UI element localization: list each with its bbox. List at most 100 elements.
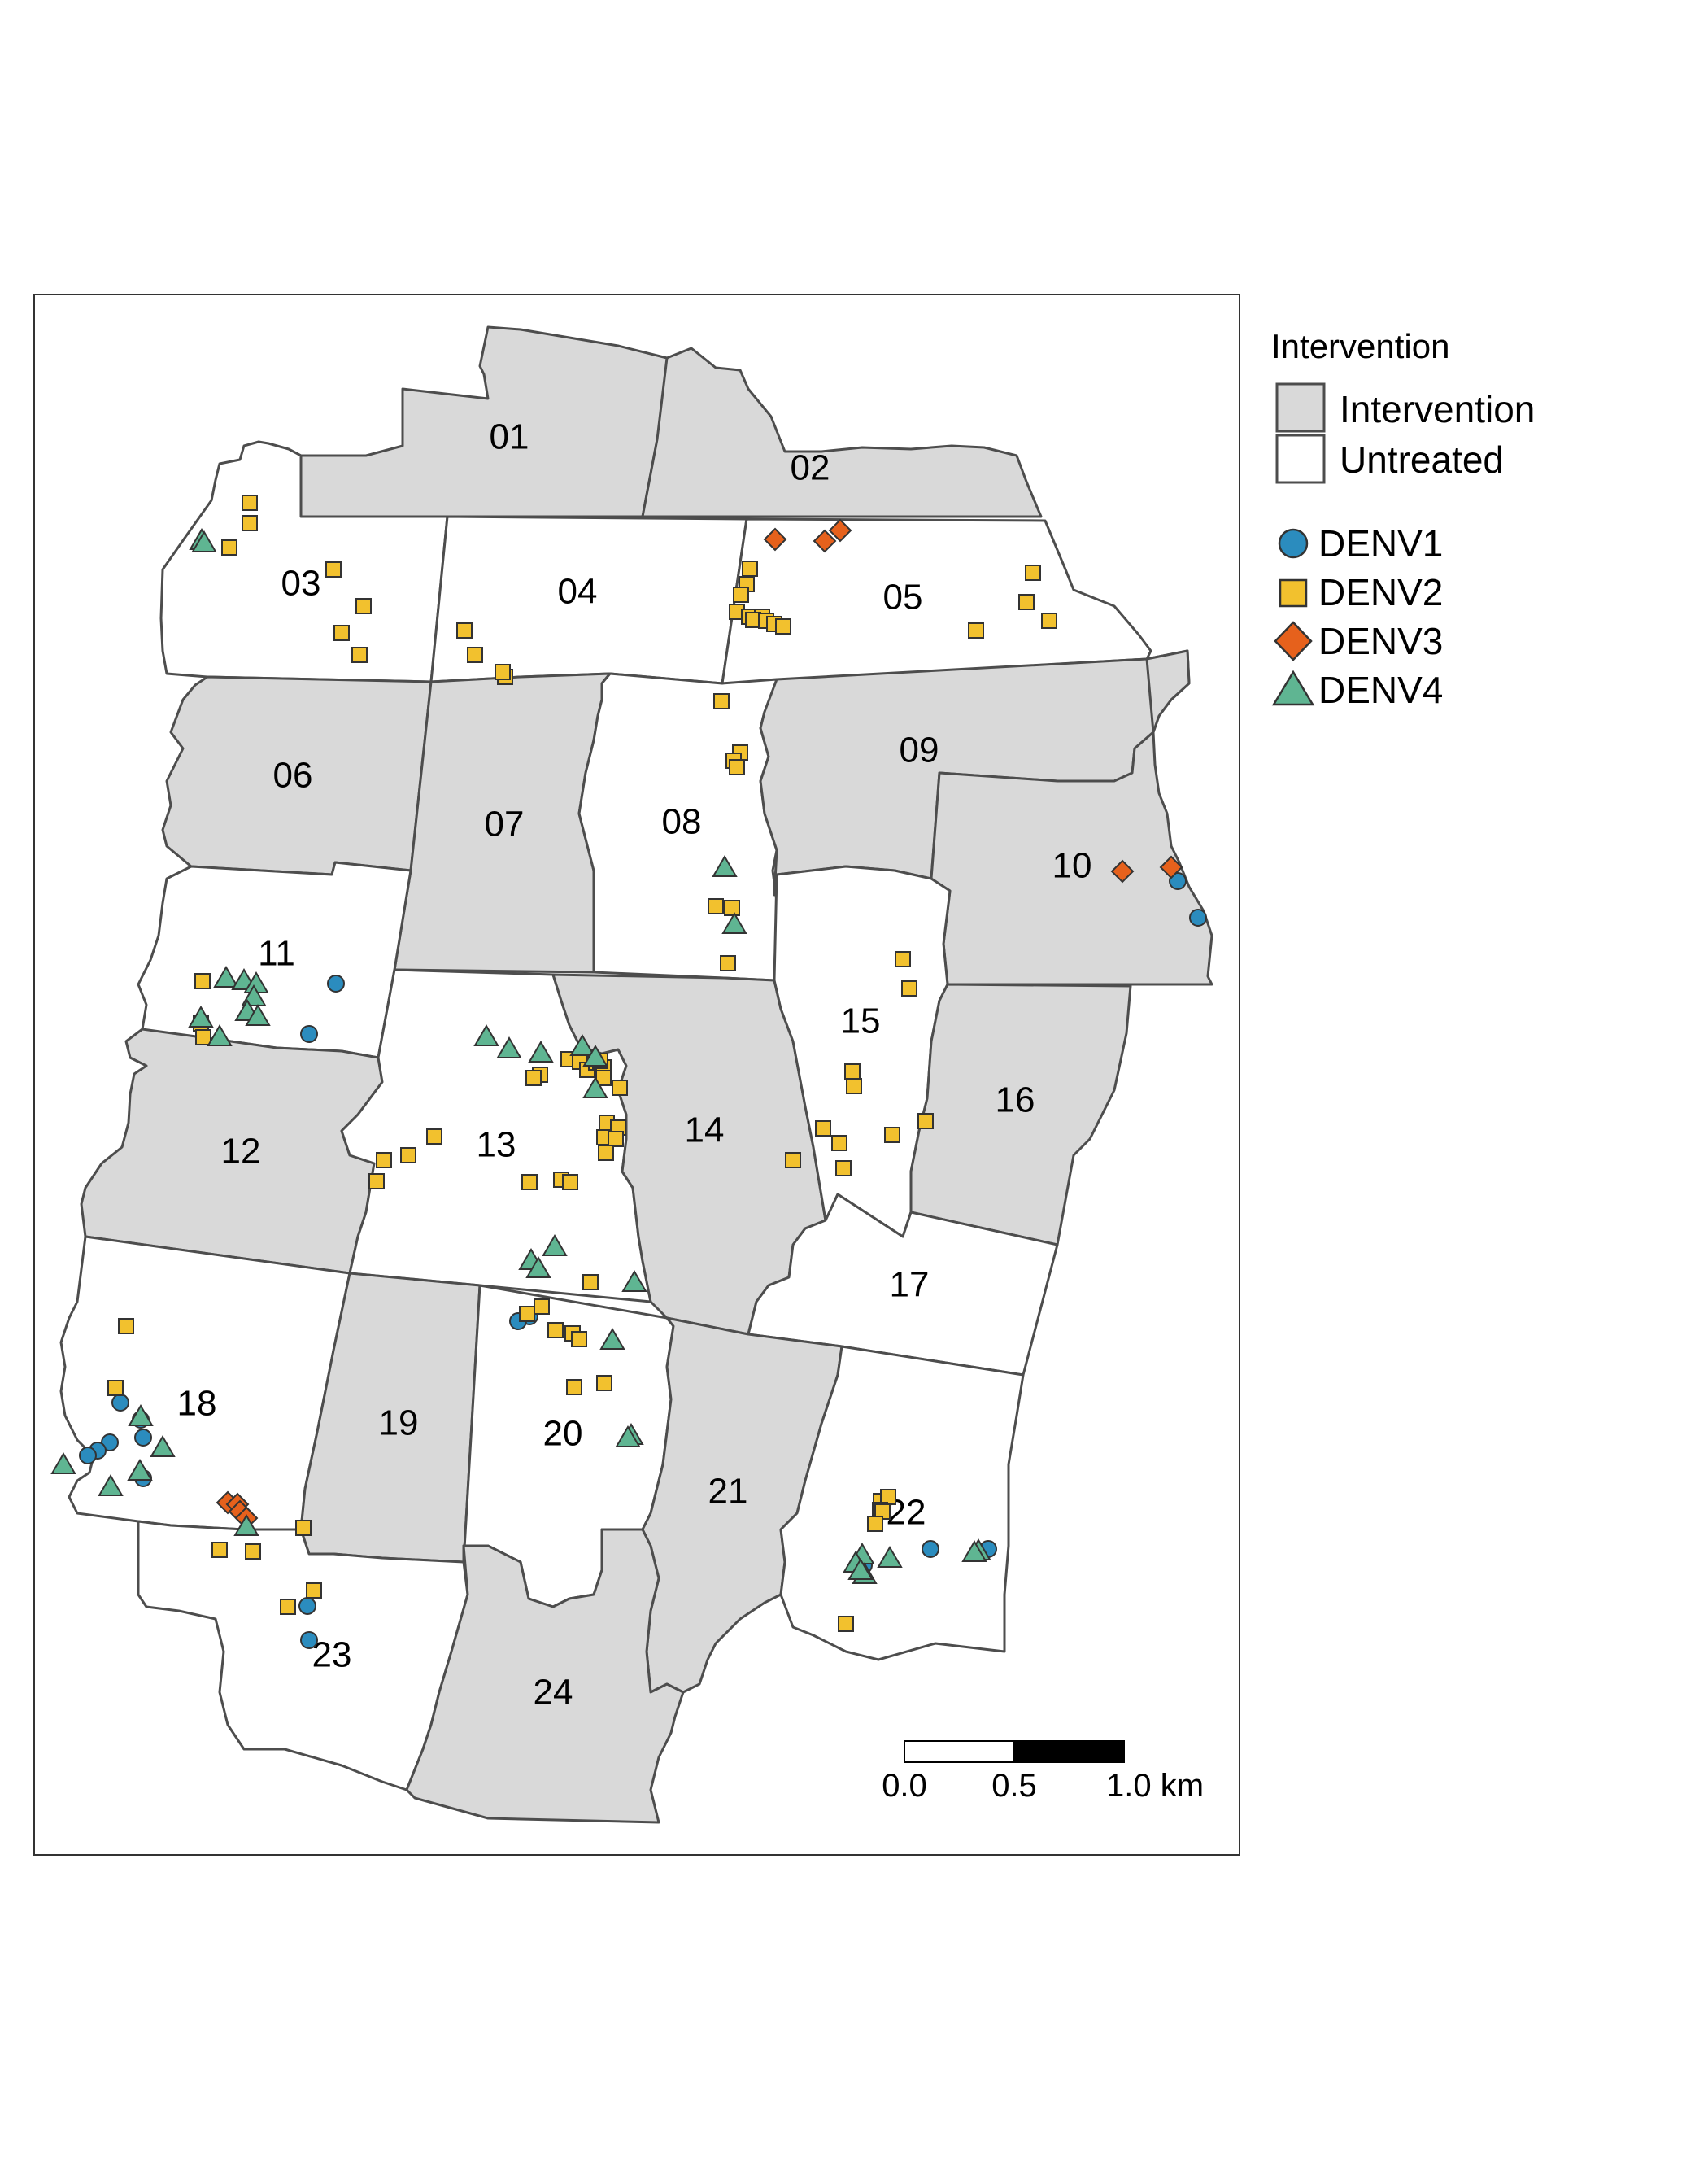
denv1-case-marker-4 bbox=[1189, 909, 1207, 927]
cluster-label-18: 18 bbox=[177, 1384, 217, 1424]
denv4-case-marker-125 bbox=[207, 1024, 233, 1046]
legend-title: Intervention bbox=[1271, 327, 1449, 365]
denv4-case-marker-131 bbox=[582, 1076, 608, 1098]
denv2-case-marker-55 bbox=[901, 980, 917, 997]
denv2-case-marker-29 bbox=[495, 664, 511, 680]
denv2-case-marker-20 bbox=[242, 515, 258, 531]
denv2-case-marker-102 bbox=[211, 1542, 228, 1558]
scale-label-end: 1.0 km bbox=[1106, 1768, 1204, 1804]
denv4-case-marker-117 bbox=[191, 530, 217, 552]
denv2-case-marker-103 bbox=[245, 1543, 261, 1560]
denv1-case-marker-2 bbox=[300, 1025, 318, 1043]
legend-intervention-label: Intervention bbox=[1340, 388, 1535, 430]
cluster-label-21: 21 bbox=[708, 1472, 748, 1512]
denv2-case-marker-85 bbox=[525, 1070, 542, 1086]
cluster-10-polygon[interactable] bbox=[930, 649, 1213, 986]
cluster-label-23: 23 bbox=[312, 1635, 352, 1675]
scale-bar-white-segment bbox=[904, 1740, 1015, 1763]
denv2-case-marker-66 bbox=[376, 1152, 392, 1168]
denv2-case-marker-65 bbox=[400, 1147, 416, 1163]
denv2-case-marker-62 bbox=[917, 1113, 934, 1129]
denv2-case-marker-64 bbox=[426, 1128, 442, 1145]
cluster-label-01: 01 bbox=[490, 417, 529, 457]
cluster-label-16: 16 bbox=[996, 1080, 1035, 1120]
cluster-label-17: 17 bbox=[890, 1265, 930, 1305]
denv2-case-marker-53 bbox=[195, 1029, 211, 1045]
denv2-case-marker-42 bbox=[1041, 613, 1057, 629]
denv4-case-marker-128 bbox=[528, 1041, 554, 1063]
cluster-label-14: 14 bbox=[685, 1111, 725, 1150]
denv4-case-marker-118 bbox=[213, 966, 239, 988]
denv4-case-marker-133 bbox=[721, 912, 747, 934]
denv4-case-marker-127 bbox=[496, 1036, 522, 1058]
legend-denv2-label: DENV2 bbox=[1318, 571, 1443, 613]
denv4-case-marker-146 bbox=[233, 1514, 259, 1536]
denv2-case-marker-25 bbox=[351, 647, 368, 663]
denv2-case-marker-60 bbox=[835, 1160, 852, 1176]
cluster-label-06: 06 bbox=[273, 756, 313, 796]
scale-label-start: 0.0 bbox=[882, 1768, 927, 1804]
cluster-label-12: 12 bbox=[221, 1132, 261, 1172]
cluster-02-polygon[interactable] bbox=[641, 347, 1043, 518]
denv3-case-marker-109 bbox=[828, 518, 852, 543]
denv3-case-marker-111 bbox=[1159, 855, 1183, 879]
denv4-case-marker-123 bbox=[245, 1004, 271, 1026]
cluster-label-24: 24 bbox=[534, 1673, 573, 1713]
legend-untreated-key bbox=[1275, 434, 1326, 484]
denv2-case-marker-50 bbox=[720, 955, 736, 971]
denv2-case-marker-61 bbox=[884, 1127, 900, 1143]
denv2-case-marker-26 bbox=[456, 622, 473, 639]
denv2-case-marker-57 bbox=[846, 1078, 862, 1094]
legend-denv1-icon bbox=[1278, 528, 1309, 559]
denv3-case-marker-107 bbox=[763, 527, 787, 552]
denv4-case-marker-126 bbox=[473, 1024, 499, 1046]
denv2-case-marker-59 bbox=[831, 1135, 847, 1151]
denv4-case-marker-129 bbox=[569, 1034, 595, 1056]
cluster-24-polygon[interactable] bbox=[405, 1528, 685, 1824]
denv2-case-marker-68 bbox=[521, 1174, 538, 1190]
denv4-case-marker-144 bbox=[98, 1474, 124, 1496]
denv4-case-marker-136 bbox=[542, 1234, 568, 1256]
legend-denv1-label: DENV1 bbox=[1318, 522, 1443, 565]
denv1-case-marker-1 bbox=[327, 975, 345, 993]
cluster-label-08: 08 bbox=[662, 802, 702, 842]
denv2-case-marker-93 bbox=[566, 1379, 582, 1395]
denv2-case-marker-91 bbox=[571, 1331, 587, 1347]
denv2-case-marker-41 bbox=[1018, 594, 1035, 610]
cluster-label-07: 07 bbox=[485, 805, 525, 844]
denv4-case-marker-132 bbox=[712, 855, 738, 877]
cluster-label-13: 13 bbox=[477, 1125, 516, 1165]
denv4-case-marker-135 bbox=[525, 1256, 551, 1278]
case-markers bbox=[50, 495, 1207, 1649]
denv2-case-marker-100 bbox=[867, 1516, 883, 1532]
denv2-case-marker-105 bbox=[306, 1582, 322, 1599]
denv2-case-marker-22 bbox=[325, 561, 342, 578]
cluster-label-05: 05 bbox=[883, 578, 923, 617]
denv2-case-marker-40 bbox=[1025, 565, 1041, 581]
denv4-case-marker-145 bbox=[50, 1452, 76, 1474]
legend: Intervention Intervention Untreated DENV… bbox=[1271, 327, 1535, 711]
denv2-case-marker-104 bbox=[280, 1599, 296, 1615]
cluster-22-polygon[interactable] bbox=[779, 1345, 1025, 1661]
denv2-case-marker-70 bbox=[562, 1174, 578, 1190]
denv1-case-marker-13 bbox=[300, 1631, 318, 1649]
denv4-case-marker-151 bbox=[847, 1558, 874, 1580]
denv2-case-marker-92 bbox=[596, 1375, 612, 1391]
cluster-label-02: 02 bbox=[791, 448, 830, 488]
denv2-case-marker-84 bbox=[598, 1145, 614, 1161]
denv4-case-marker-141 bbox=[128, 1404, 154, 1426]
cluster-labels: 01 02 03 04 05 06 07 08 09 10 11 12 13 1… bbox=[177, 417, 1092, 1713]
cluster-03-polygon[interactable] bbox=[159, 440, 449, 683]
denv2-case-marker-51 bbox=[194, 973, 211, 989]
denv1-case-marker-8 bbox=[101, 1433, 119, 1451]
denv2-case-marker-44 bbox=[713, 693, 730, 709]
denv2-case-marker-83 bbox=[608, 1131, 624, 1147]
legend-denv4-icon bbox=[1271, 670, 1315, 706]
denv2-case-marker-56 bbox=[844, 1063, 861, 1080]
denv2-case-marker-19 bbox=[242, 495, 258, 511]
denv2-case-marker-23 bbox=[355, 598, 372, 614]
legend-untreated-label: Untreated bbox=[1340, 439, 1504, 481]
denv2-case-marker-86 bbox=[582, 1274, 599, 1290]
denv1-case-marker-12 bbox=[298, 1597, 316, 1615]
